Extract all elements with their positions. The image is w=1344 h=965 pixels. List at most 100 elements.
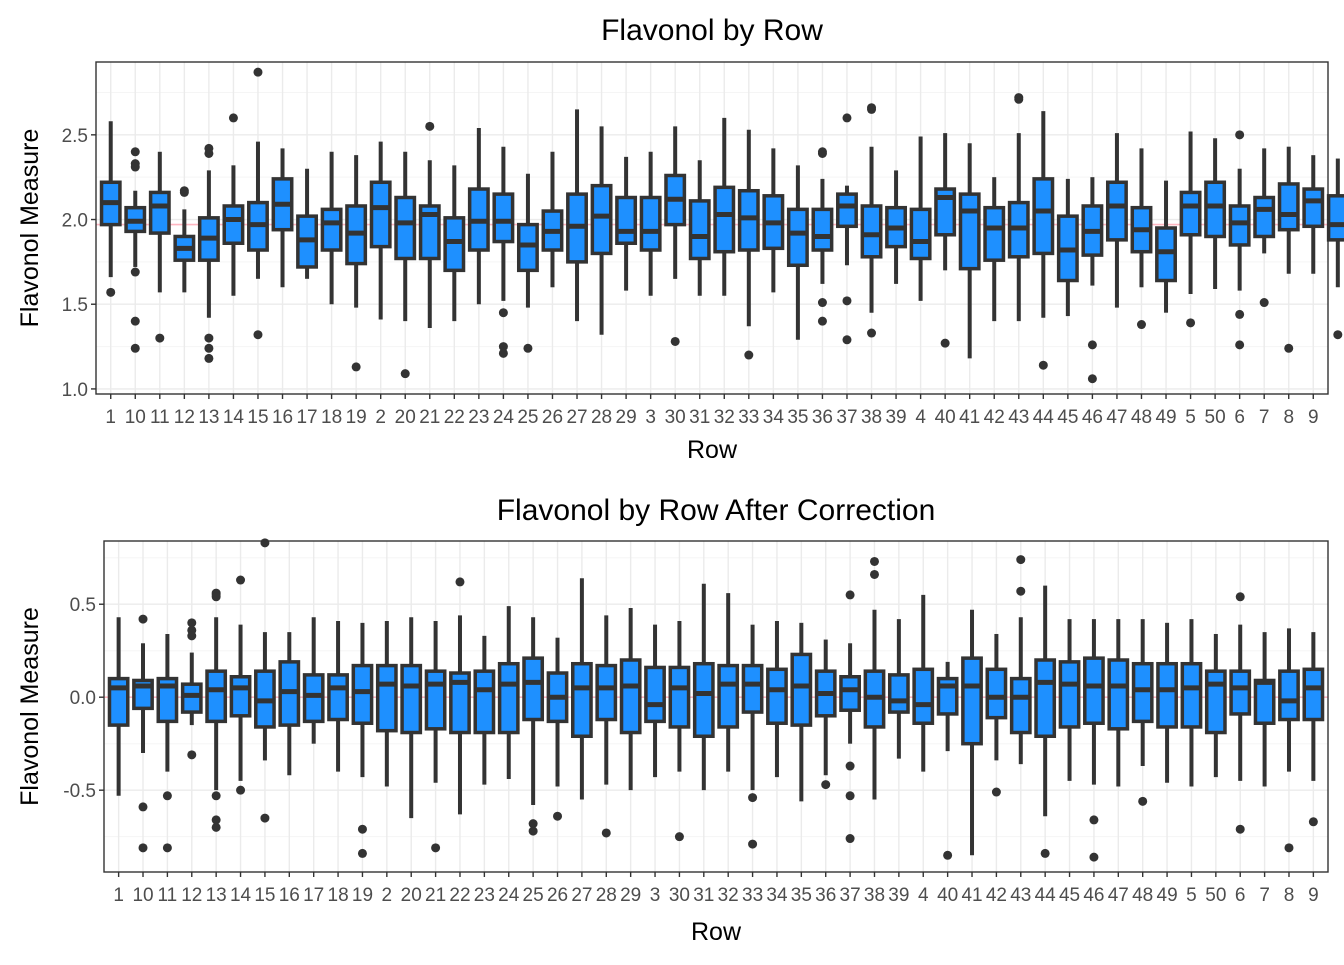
x-tick-label: 16 <box>279 885 300 906</box>
box-iqr <box>909 207 932 261</box>
box-24 <box>497 606 520 780</box>
x-tick-label: 10 <box>125 407 146 428</box>
chart-title: Flavonol by Row After Correction <box>497 494 936 527</box>
box-iqr <box>1155 226 1177 283</box>
x-tick-label: 11 <box>158 885 178 906</box>
box-iqr <box>619 658 642 735</box>
panel-border <box>103 540 1329 873</box>
x-tick-label: 31 <box>693 885 714 906</box>
box-iqr <box>713 185 736 254</box>
x-axis-label: Row <box>691 918 742 946</box>
box-iqr <box>424 669 447 731</box>
outlier-point <box>130 267 140 277</box>
box-42 <box>985 633 1008 797</box>
x-tick-label: 32 <box>718 885 739 906</box>
outlier-point <box>991 787 1001 797</box>
box-iqr <box>222 204 245 245</box>
box-12 <box>173 186 196 293</box>
x-tick-label: 11 <box>150 407 170 428</box>
outlier-point <box>528 826 538 836</box>
x-tick-label: 36 <box>815 885 836 906</box>
outlier-point <box>138 843 148 853</box>
box-iqr <box>449 671 471 735</box>
box-iqr <box>148 190 171 235</box>
box-7 <box>1253 632 1276 787</box>
box-1 <box>107 617 130 796</box>
box-iqr <box>961 656 983 746</box>
x-tick-label: 19 <box>352 885 373 906</box>
x-tick-label: 29 <box>616 407 637 428</box>
box-18 <box>320 151 343 305</box>
box-iqr <box>156 676 179 724</box>
box-iqr <box>1131 661 1154 724</box>
box-38 <box>863 556 886 800</box>
box-iqr <box>229 674 252 718</box>
box-iqr <box>418 204 441 261</box>
box-22 <box>449 577 471 815</box>
box-iqr <box>522 656 545 722</box>
box-44 <box>1034 585 1057 858</box>
x-tick-label: 18 <box>321 407 342 428</box>
x-tick-label: 21 <box>419 407 440 428</box>
outlier-point <box>1235 824 1245 834</box>
y-axis-label: Flavonol Measure <box>16 129 44 328</box>
outlier-point <box>1040 848 1050 858</box>
x-tick-label: 4 <box>918 885 929 906</box>
box-34 <box>762 148 785 293</box>
x-tick-label: 48 <box>1131 407 1152 428</box>
x-tick-label: 47 <box>1108 885 1129 906</box>
box-iqr <box>811 207 834 252</box>
x-tick-label: 21 <box>425 885 446 906</box>
x-tick-label: 18 <box>328 885 349 906</box>
box-11 <box>148 151 171 343</box>
outlier-point <box>1016 555 1026 565</box>
outlier-point <box>869 556 879 566</box>
x-tick-label: 43 <box>1010 885 1031 906</box>
box-iqr <box>320 207 343 252</box>
x-tick-label: 41 <box>959 407 980 428</box>
outlier-point <box>1087 340 1097 350</box>
x-tick-label: 43 <box>1008 407 1029 428</box>
x-tick-label: 35 <box>791 885 812 906</box>
box-13 <box>197 143 220 363</box>
x-tick-label: 17 <box>296 407 317 428</box>
y-tick-label: 1.5 <box>62 295 88 316</box>
outlier-point <box>260 538 270 548</box>
x-tick-label: 26 <box>542 407 563 428</box>
outlier-point <box>748 839 758 849</box>
box-16 <box>271 148 294 288</box>
box-43 <box>1009 555 1032 765</box>
x-tick-label: 6 <box>1234 407 1245 428</box>
box-iqr <box>1156 661 1178 729</box>
outlier-point <box>553 811 563 821</box>
x-tick-label: 29 <box>620 885 641 906</box>
box-46 <box>1083 619 1105 862</box>
box-iqr <box>595 663 618 722</box>
box-iqr <box>1302 667 1325 722</box>
box-iqr <box>983 205 1006 262</box>
box-20 <box>394 151 417 379</box>
box-iqr <box>400 663 423 735</box>
outlier-point <box>817 316 827 326</box>
x-tick-label: 38 <box>861 407 882 428</box>
x-tick-label: 44 <box>1033 407 1055 428</box>
box-35 <box>790 622 813 802</box>
outlier-point <box>425 121 435 131</box>
box-iqr <box>1204 669 1227 735</box>
box-iqr <box>766 667 788 725</box>
box-37 <box>836 113 858 345</box>
box-31 <box>692 583 715 791</box>
box-41 <box>958 143 981 359</box>
x-tick-label: 5 <box>1186 885 1197 906</box>
x-tick-label: 49 <box>1157 885 1178 906</box>
box-8 <box>1278 628 1300 853</box>
y-tick-label: 1.0 <box>62 380 88 401</box>
x-tick-label: 6 <box>1235 885 1246 906</box>
box-22 <box>443 165 466 322</box>
box-7 <box>1253 148 1276 308</box>
outlier-point <box>211 592 221 602</box>
x-tick-label: 31 <box>689 407 710 428</box>
box-iqr <box>741 663 764 714</box>
outlier-point <box>1284 843 1294 853</box>
outlier-point <box>498 348 508 358</box>
